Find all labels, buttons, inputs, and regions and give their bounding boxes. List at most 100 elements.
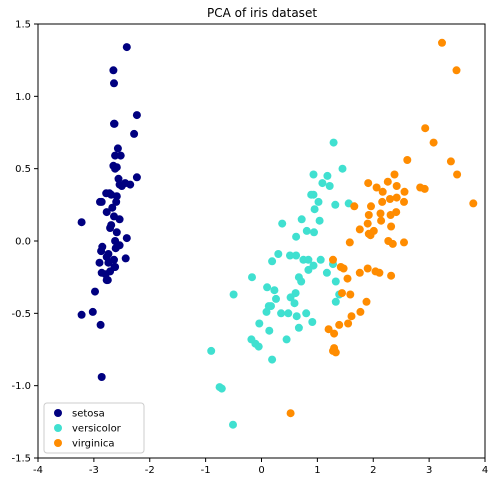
point-versicolor-44 xyxy=(331,297,340,306)
point-virginica-25 xyxy=(364,211,373,219)
point-virginica-7 xyxy=(390,170,399,179)
point-versicolor-56 xyxy=(282,335,291,344)
point-virginica-35 xyxy=(345,238,354,247)
point-setosa-54 xyxy=(97,373,106,381)
point-versicolor-42 xyxy=(290,299,299,308)
point-virginica-44 xyxy=(355,268,364,277)
point-virginica-27 xyxy=(363,219,372,228)
x-tick-label-5: 1 xyxy=(314,465,320,476)
point-virginica-19 xyxy=(367,202,375,211)
point-virginica-8 xyxy=(383,177,392,186)
point-setosa-55 xyxy=(102,252,111,261)
point-virginica-52 xyxy=(347,312,356,321)
point-virginica-24 xyxy=(376,209,385,218)
x-tick-label-1: -3 xyxy=(89,465,99,476)
point-virginica-18 xyxy=(392,193,401,202)
point-setosa-28 xyxy=(115,215,124,224)
y-tick-label-6: 1.5 xyxy=(15,20,31,31)
point-virginica-29 xyxy=(377,216,386,225)
point-setosa-0 xyxy=(122,43,131,52)
y-tick-label-1: -1.0 xyxy=(11,381,31,392)
legend-label-setosa: setosa xyxy=(72,409,105,420)
point-versicolor-34 xyxy=(270,286,279,295)
point-versicolor-0 xyxy=(329,138,338,147)
point-virginica-21 xyxy=(469,199,478,208)
point-versicolor-14 xyxy=(315,216,324,225)
point-setosa-40 xyxy=(95,258,104,267)
legend-marker-setosa xyxy=(54,409,62,417)
point-versicolor-46 xyxy=(277,309,286,318)
point-virginica-9 xyxy=(364,179,373,188)
point-virginica-59 xyxy=(346,290,355,299)
point-versicolor-5 xyxy=(318,179,327,188)
point-virginica-10 xyxy=(372,183,381,192)
point-virginica-54 xyxy=(330,329,339,338)
point-virginica-58 xyxy=(286,409,295,418)
point-versicolor-22 xyxy=(268,257,277,266)
y-tick-label-2: -0.5 xyxy=(11,309,31,320)
point-virginica-45 xyxy=(387,271,396,280)
axes: -4 -3 -2 -1 0 1 2 3 4 -1.5 -1.0 -0.5 0.0 0.5 1.0 1.5 xyxy=(11,20,488,477)
x-tick-label-0: -4 xyxy=(33,465,43,476)
point-virginica-20 xyxy=(350,202,359,211)
point-versicolor-16 xyxy=(310,228,318,237)
point-setosa-12 xyxy=(111,164,120,173)
point-versicolor-40 xyxy=(286,293,295,302)
x-tick-label-6: 2 xyxy=(370,465,376,476)
point-versicolor-43 xyxy=(302,309,311,318)
point-versicolor-9 xyxy=(310,205,319,214)
point-versicolor-31 xyxy=(297,277,306,286)
point-versicolor-58 xyxy=(207,346,216,355)
point-versicolor-30 xyxy=(248,273,256,282)
point-virginica-46 xyxy=(343,274,352,283)
series-virginica xyxy=(286,38,478,418)
point-versicolor-61 xyxy=(229,420,237,429)
point-setosa-1 xyxy=(109,66,118,75)
point-versicolor-49 xyxy=(308,318,317,326)
point-setosa-33 xyxy=(122,234,131,243)
point-versicolor-8 xyxy=(314,197,323,206)
point-versicolor-20 xyxy=(274,250,283,258)
point-virginica-5 xyxy=(403,156,412,164)
point-virginica-17 xyxy=(378,197,387,206)
point-virginica-0 xyxy=(438,38,446,47)
point-versicolor-17 xyxy=(302,226,311,235)
point-virginica-38 xyxy=(329,255,337,264)
point-virginica-57 xyxy=(329,346,337,355)
point-setosa-18 xyxy=(126,180,135,189)
point-versicolor-60 xyxy=(217,384,226,393)
point-versicolor-57 xyxy=(268,355,277,364)
point-virginica-12 xyxy=(378,187,387,196)
point-virginica-50 xyxy=(344,319,353,328)
point-setosa-4 xyxy=(110,119,119,128)
point-setosa-24 xyxy=(96,197,104,206)
point-virginica-49 xyxy=(356,307,365,316)
point-virginica-15 xyxy=(400,187,409,196)
point-virginica-11 xyxy=(392,182,401,190)
x-tick-label-8: 4 xyxy=(482,465,488,476)
point-setosa-6 xyxy=(130,129,139,138)
point-versicolor-51 xyxy=(265,326,274,335)
legend-marker-versicolor xyxy=(54,424,62,432)
legend-label-virginica: virginica xyxy=(72,439,115,450)
point-setosa-8 xyxy=(111,151,120,160)
point-virginica-47 xyxy=(338,289,346,298)
point-versicolor-50 xyxy=(255,319,264,328)
point-versicolor-13 xyxy=(278,219,287,228)
point-virginica-6 xyxy=(453,170,462,179)
x-tick-label-7: 3 xyxy=(426,465,432,476)
point-versicolor-24 xyxy=(316,255,325,264)
y-tick-label-0: -1.5 xyxy=(11,454,31,465)
point-virginica-28 xyxy=(387,222,396,231)
point-versicolor-28 xyxy=(322,268,331,277)
point-virginica-41 xyxy=(363,264,372,273)
legend-box xyxy=(43,402,145,454)
point-virginica-36 xyxy=(400,238,408,247)
point-setosa-51 xyxy=(88,307,97,316)
point-virginica-4 xyxy=(446,157,455,166)
point-setosa-7 xyxy=(113,144,122,153)
point-virginica-48 xyxy=(362,297,371,306)
point-versicolor-19 xyxy=(286,251,294,260)
series-setosa xyxy=(77,43,141,381)
point-virginica-51 xyxy=(335,320,344,329)
